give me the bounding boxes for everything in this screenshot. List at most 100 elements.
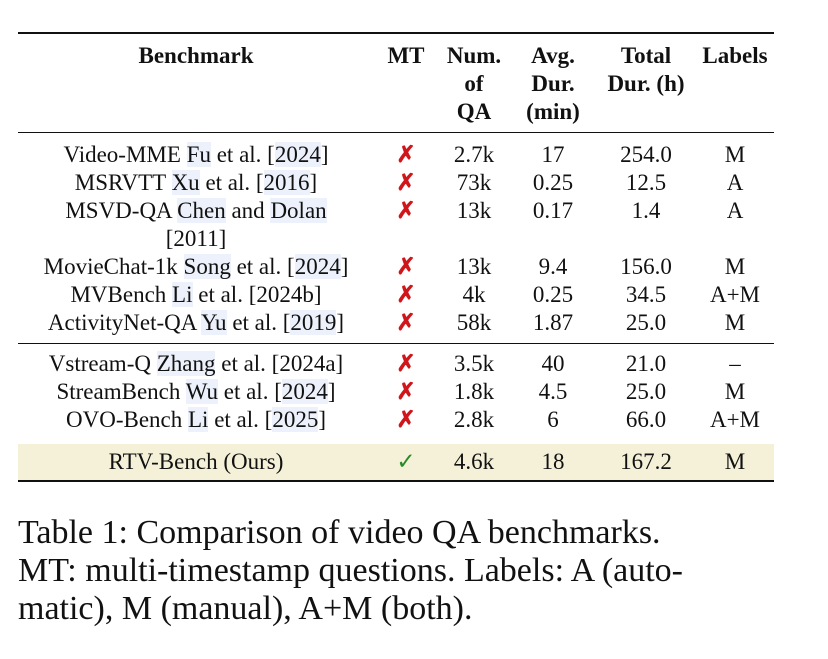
citation-year-link[interactable]: 2025 — [272, 407, 319, 432]
qa-count-cell: 3.5k — [453, 351, 495, 376]
citation-year-link[interactable]: 2016 — [263, 170, 310, 195]
table-caption: Table 1: Comparison of video QA benchmar… — [18, 514, 788, 628]
mt-cross-icon: ✗ — [396, 170, 416, 195]
avg-dur-cell: 0.25 — [532, 170, 574, 195]
benchmark-cell: StreamBench Wu et al. [2024] — [56, 379, 336, 404]
table-row: MVBench Li et al. [2024b] ✗ 4k 0.25 34.5… — [18, 281, 774, 309]
mt-cross-icon: ✗ — [396, 198, 416, 223]
mt-cross-icon: ✗ — [396, 254, 416, 279]
benchmark-cell: OVO-Bench Li et al. [2025] — [18, 406, 374, 442]
mt-cross-icon: ✗ — [396, 379, 416, 404]
avg-dur-cell: 6 — [510, 406, 596, 442]
citation-author-link[interactable]: Chen — [177, 198, 226, 223]
labels-cell: M — [724, 142, 746, 167]
benchmark-cell: Video-MME Fu et al. [2024] — [63, 142, 329, 167]
avg-dur-cell: 0.25 — [532, 282, 574, 307]
labels-cell: A+M — [709, 282, 761, 307]
avg-dur-cell: 18 — [510, 438, 596, 482]
citation-coauthor-link[interactable]: Dolan — [270, 198, 327, 223]
table-row: Vstream-Q Zhang et al. [2024a] ✗ 3.5k 40… — [18, 344, 774, 379]
mt-cross-icon: ✗ — [374, 309, 438, 344]
total-dur-cell: 156.0 — [620, 254, 672, 279]
labels-cell: M — [696, 309, 774, 344]
table-row: StreamBench Wu et al. [2024] ✗ 1.8k 4.5 … — [18, 378, 774, 406]
citation-author-link[interactable]: Xu — [171, 170, 200, 195]
total-dur-cell: 25.0 — [625, 379, 667, 404]
citation-author-link[interactable]: Yu — [201, 310, 227, 335]
qa-count-cell: 13k — [456, 254, 492, 279]
labels-cell: A — [726, 170, 744, 195]
ours-group: RTV-Bench (Ours) ✓ 4.6k 18 167.2 M — [18, 438, 774, 482]
citation-author-link[interactable]: Zhang — [156, 351, 216, 376]
citation-author-link[interactable]: Li — [172, 282, 193, 307]
mt-check-icon: ✓ — [374, 438, 438, 482]
total-dur-cell: 167.2 — [596, 438, 696, 482]
table-row: Video-MME Fu et al. [2024] ✗ 2.7k 17 254… — [18, 133, 774, 170]
citation-author-link[interactable]: Li — [188, 407, 209, 432]
labels-cell: M — [696, 438, 774, 482]
labels-cell: A+M — [696, 406, 774, 442]
qa-count-cell: 58k — [438, 309, 510, 344]
labels-cell: – — [729, 351, 741, 376]
citation-year-link[interactable]: 2024 — [274, 142, 321, 167]
table-row: MSVD-QA Chen and Dolan [2011] ✗ 13k 0.17… — [18, 197, 774, 253]
table-row: ActivityNet-QA Yu et al. [2019] ✗ 58k 1.… — [18, 309, 774, 344]
citation-year-link[interactable]: 2024 — [294, 254, 341, 279]
table-row: MovieChat-1k Song et al. [2024] ✗ 13k 9.… — [18, 253, 774, 281]
benchmark-cell: Vstream-Q Zhang et al. [2024a] — [48, 351, 344, 376]
citation-year-link[interactable]: 2024 — [281, 379, 328, 404]
mt-cross-icon: ✗ — [374, 406, 438, 442]
benchmark-cell: ActivityNet-QA Yu et al. [2019] — [18, 309, 374, 344]
table-row: MSRVTT Xu et al. [2016] ✗ 73k 0.25 12.5 … — [18, 169, 774, 197]
header-total-dur: Total Dur. (h) — [596, 32, 696, 133]
labels-cell: M — [724, 379, 746, 404]
citation-year-link[interactable]: 2019 — [290, 310, 337, 335]
benchmark-cell: MVBench Li et al. [2024b] — [70, 282, 322, 307]
total-dur-cell: 66.0 — [596, 406, 696, 442]
qa-count-cell: 2.7k — [453, 142, 495, 167]
caption-line: Table 1: Comparison of video QA benchmar… — [18, 514, 661, 551]
header-mt: MT — [374, 32, 438, 133]
table-header-row: Benchmark MT Num. of QA Avg. Dur. (min) … — [18, 32, 774, 133]
qa-count-cell: 2.8k — [438, 406, 510, 442]
mt-cross-icon: ✗ — [396, 351, 416, 376]
labels-cell: A — [726, 198, 744, 223]
table-row: OVO-Bench Li et al. [2025] ✗ 2.8k 6 66.0… — [18, 406, 774, 442]
benchmark-cell-ours: RTV-Bench (Ours) — [18, 438, 374, 482]
benchmark-cell: MSVD-QA Chen and Dolan [2011] — [65, 198, 327, 251]
qa-count-cell: 1.8k — [453, 379, 495, 404]
benchmark-table-container: Benchmark MT Num. of QA Avg. Dur. (min) … — [18, 32, 774, 482]
header-num-qa: Num. of QA — [438, 32, 510, 133]
qa-count-cell: 13k — [456, 198, 492, 223]
citation-year-wrapped: [2011] — [165, 226, 227, 251]
total-dur-cell: 21.0 — [625, 351, 667, 376]
benchmark-cell: MovieChat-1k Song et al. [2024] — [43, 254, 349, 279]
caption-line: MT: multi-timestamp questions. Labels: A… — [18, 552, 684, 589]
total-dur-cell: 34.5 — [625, 282, 667, 307]
total-dur-cell: 1.4 — [631, 198, 661, 223]
total-dur-cell: 12.5 — [625, 170, 667, 195]
avg-dur-cell: 4.5 — [538, 379, 568, 404]
citation-author-link[interactable]: Wu — [185, 379, 218, 404]
mt-cross-icon: ✗ — [396, 282, 416, 307]
avg-dur-cell: 9.4 — [538, 254, 568, 279]
streaming-benchmarks-group: Vstream-Q Zhang et al. [2024a] ✗ 3.5k 40… — [18, 344, 774, 442]
avg-dur-cell: 17 — [541, 142, 565, 167]
header-avg-dur: Avg. Dur. (min) — [510, 32, 596, 133]
qa-count-cell: 4.6k — [438, 438, 510, 482]
table-row-ours: RTV-Bench (Ours) ✓ 4.6k 18 167.2 M — [18, 438, 774, 482]
offline-benchmarks-group: Video-MME Fu et al. [2024] ✗ 2.7k 17 254… — [18, 133, 774, 344]
avg-dur-cell: 0.17 — [532, 198, 574, 223]
benchmark-comparison-table: Benchmark MT Num. of QA Avg. Dur. (min) … — [18, 32, 774, 482]
total-dur-cell: 25.0 — [596, 309, 696, 344]
qa-count-cell: 73k — [456, 170, 492, 195]
benchmark-cell: MSRVTT Xu et al. [2016] — [74, 170, 318, 195]
caption-line: matic), M (manual), A+M (both). — [18, 590, 473, 627]
qa-count-cell: 4k — [462, 282, 486, 307]
header-benchmark: Benchmark — [18, 32, 374, 133]
total-dur-cell: 254.0 — [620, 142, 672, 167]
avg-dur-cell: 1.87 — [510, 309, 596, 344]
citation-author-link[interactable]: Fu — [186, 142, 211, 167]
citation-author-link[interactable]: Song — [183, 254, 231, 279]
avg-dur-cell: 40 — [541, 351, 565, 376]
